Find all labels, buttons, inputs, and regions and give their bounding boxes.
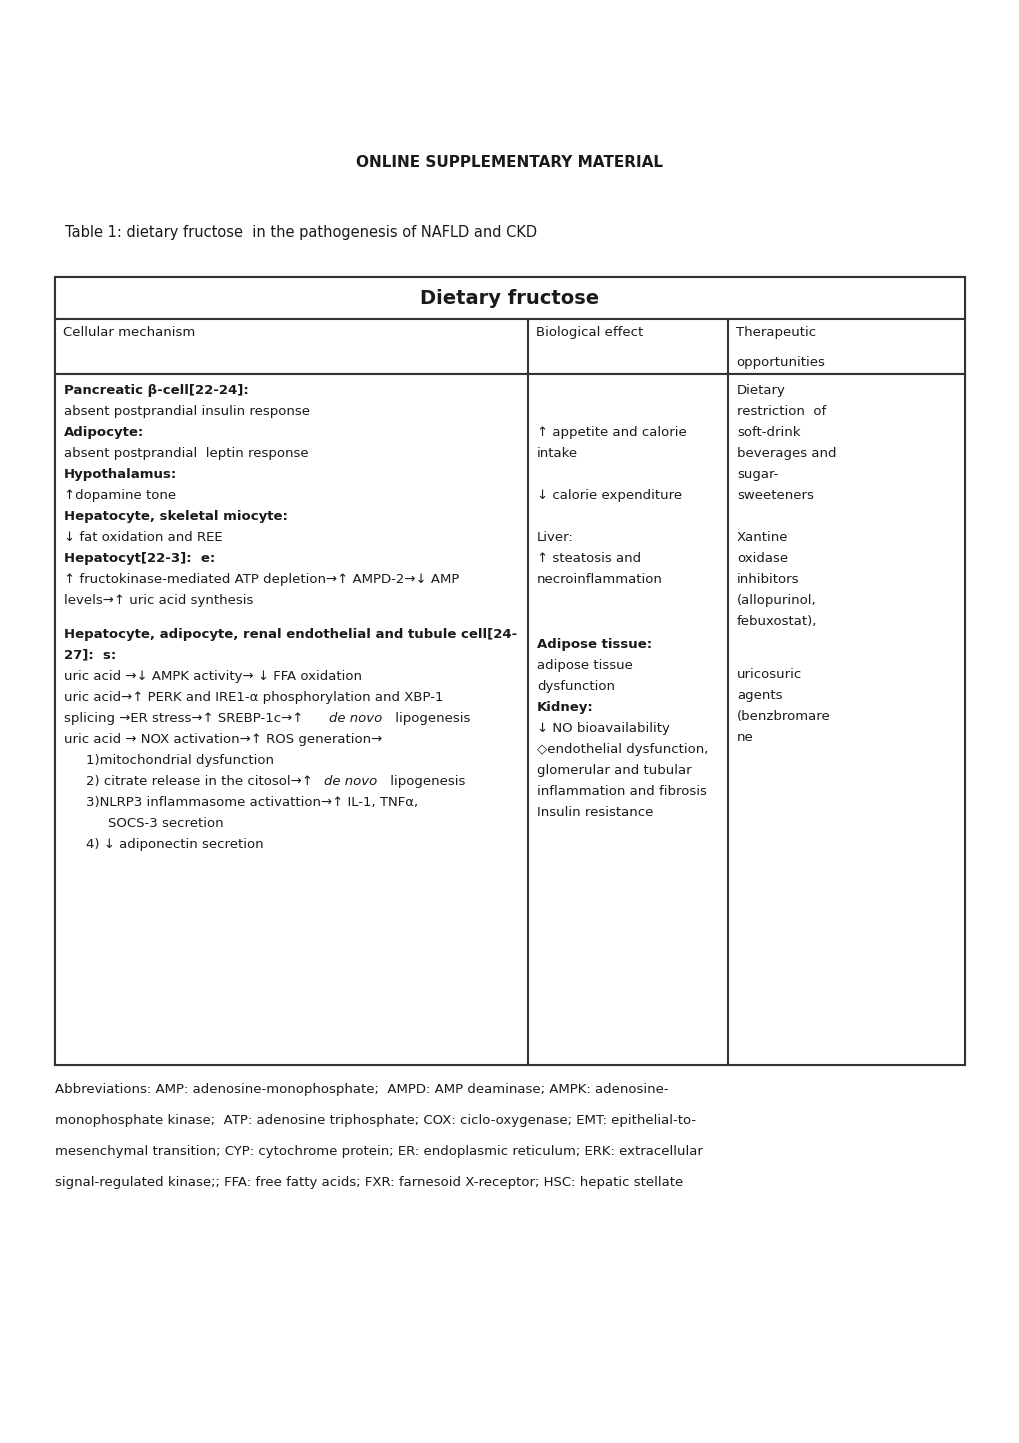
Text: dysfunction: dysfunction [536,680,614,693]
Text: Cellular mechanism: Cellular mechanism [63,326,195,339]
Bar [55,374,964,1065]
Text: Hepatocyte, skeletal miocyte:: Hepatocyte, skeletal miocyte: [64,509,287,522]
Text: (benzbromare: (benzbromare [737,710,829,723]
Text: restriction  of: restriction of [737,405,825,418]
Text: ↑ fructokinase-mediated ATP depletion→↑ AMPD-2→↓ AMP: ↑ fructokinase-mediated ATP depletion→↑ … [64,573,459,586]
Text: 2) citrate release in the citosol→↑: 2) citrate release in the citosol→↑ [86,775,317,788]
Text: Hepatocyte, adipocyte, renal endothelial and tubule cell[24-: Hepatocyte, adipocyte, renal endothelial… [64,628,517,641]
Text: sugar-: sugar- [737,468,777,481]
Text: ↓ NO bioavailability: ↓ NO bioavailability [536,722,669,734]
Text: SOCS-3 secretion: SOCS-3 secretion [108,817,223,830]
Text: 3)NLRP3 inflammasome activattion→↑ IL-1, TNFα,: 3)NLRP3 inflammasome activattion→↑ IL-1,… [86,795,418,808]
Text: (allopurinol,: (allopurinol, [737,595,816,608]
Text: soft-drink: soft-drink [737,426,800,439]
Text: uric acid →↓ AMPK activity→ ↓ FFA oxidation: uric acid →↓ AMPK activity→ ↓ FFA oxidat… [64,670,362,683]
Text: Biological effect: Biological effect [535,326,643,339]
Text: lipogenesis: lipogenesis [390,711,470,724]
Text: levels→↑ uric acid synthesis: levels→↑ uric acid synthesis [64,595,253,608]
Text: ↑dopamine tone: ↑dopamine tone [64,489,176,502]
Text: Dietary: Dietary [737,384,785,397]
Bar [55,319,964,374]
Text: ↓ fat oxidation and REE: ↓ fat oxidation and REE [64,531,222,544]
Text: ONLINE SUPPLEMENTARY MATERIAL: ONLINE SUPPLEMENTARY MATERIAL [357,154,662,170]
Text: signal-regulated kinase;; FFA: free fatty acids; FXR: farnesoid X-receptor; HSC:: signal-regulated kinase;; FFA: free fatt… [55,1176,683,1189]
Text: ne: ne [737,730,753,743]
Text: febuxostat),: febuxostat), [737,615,816,628]
Text: Kidney:: Kidney: [536,701,593,714]
Text: monophosphate kinase;  ATP: adenosine triphosphate; COX: ciclo-oxygenase; EMT: e: monophosphate kinase; ATP: adenosine tri… [55,1114,695,1127]
Text: Adipose tissue:: Adipose tissue: [536,638,651,651]
Text: uric acid → NOX activation→↑ ROS generation→: uric acid → NOX activation→↑ ROS generat… [64,733,382,746]
Text: absent postprandial  leptin response: absent postprandial leptin response [64,447,309,460]
Text: 27]:  s:: 27]: s: [64,648,116,661]
Text: intake: intake [536,447,578,460]
Text: 4) ↓ adiponectin secretion: 4) ↓ adiponectin secretion [86,837,263,850]
Text: inhibitors: inhibitors [737,573,799,586]
Text: inflammation and fibrosis: inflammation and fibrosis [536,785,706,798]
Text: lipogenesis: lipogenesis [385,775,465,788]
Text: de novo: de novo [324,775,377,788]
Text: ◇endothelial dysfunction,: ◇endothelial dysfunction, [536,743,707,756]
Text: Hepatocyt[22-3]:  e:: Hepatocyt[22-3]: e: [64,553,215,566]
Text: uricosuric: uricosuric [737,668,802,681]
Text: Therapeutic

opportunities: Therapeutic opportunities [736,326,824,369]
Text: Liver:: Liver: [536,531,574,544]
Text: de novo: de novo [329,711,382,724]
Text: ↑ appetite and calorie: ↑ appetite and calorie [536,426,686,439]
Text: Abbreviations: AMP: adenosine-monophosphate;  AMPD: AMP deaminase; AMPK: adenosi: Abbreviations: AMP: adenosine-monophosph… [55,1084,668,1097]
Text: Pancreatic β-cell[22-24]:: Pancreatic β-cell[22-24]: [64,384,249,397]
Text: Hypothalamus:: Hypothalamus: [64,468,177,481]
Text: splicing →ER stress→↑ SREBP-1c→↑: splicing →ER stress→↑ SREBP-1c→↑ [64,711,308,724]
Text: absent postprandial insulin response: absent postprandial insulin response [64,405,310,418]
Text: necroinflammation: necroinflammation [536,573,662,586]
Text: 1)mitochondrial dysfunction: 1)mitochondrial dysfunction [86,753,274,766]
Text: ↑ steatosis and: ↑ steatosis and [536,553,641,566]
Text: mesenchymal transition; CYP: cytochrome protein; ER: endoplasmic reticulum; ERK:: mesenchymal transition; CYP: cytochrome … [55,1144,702,1157]
Text: beverages and: beverages and [737,447,836,460]
Text: Adipocyte:: Adipocyte: [64,426,144,439]
Text: Xantine: Xantine [737,531,788,544]
Text: sweeteners: sweeteners [737,489,813,502]
Text: adipose tissue: adipose tissue [536,659,632,672]
Text: Insulin resistance: Insulin resistance [536,807,653,820]
Text: ↓ calorie expenditure: ↓ calorie expenditure [536,489,682,502]
Text: Dietary fructose: Dietary fructose [420,289,599,307]
Text: glomerular and tubular: glomerular and tubular [536,765,691,778]
Text: Table 1: dietary fructose  in the pathogenesis of NAFLD and CKD: Table 1: dietary fructose in the pathoge… [65,225,537,240]
Bar [55,277,964,319]
Text: oxidase: oxidase [737,553,788,566]
Bar [55,277,964,1065]
Text: agents: agents [737,688,782,701]
Text: uric acid→↑ PERK and IRE1-α phosphorylation and XBP-1: uric acid→↑ PERK and IRE1-α phosphorylat… [64,691,443,704]
